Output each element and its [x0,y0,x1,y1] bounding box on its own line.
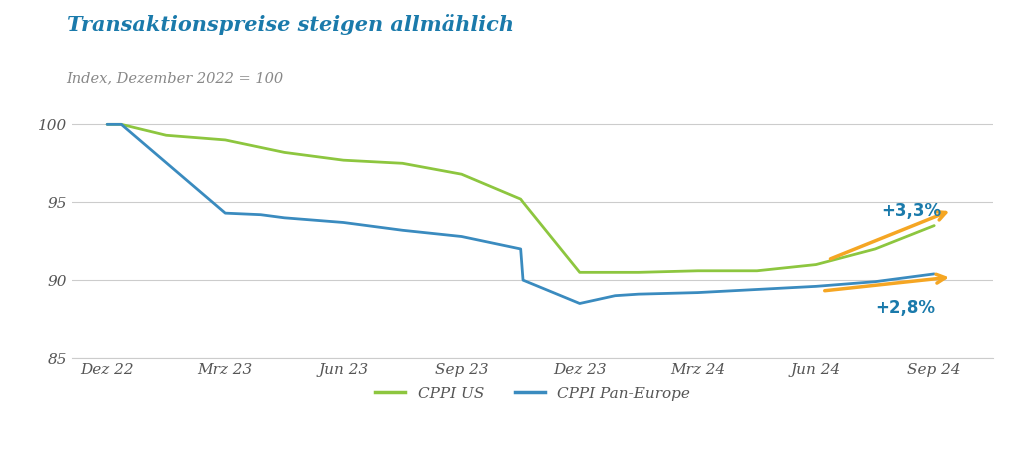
Legend: CPPI US, CPPI Pan-Europe: CPPI US, CPPI Pan-Europe [369,381,696,407]
Text: Transaktionspreise steigen allmählich: Transaktionspreise steigen allmählich [67,14,514,35]
Text: +2,8%: +2,8% [876,299,935,317]
Text: +3,3%: +3,3% [881,202,941,220]
Text: Index, Dezember 2022 = 100: Index, Dezember 2022 = 100 [67,71,284,85]
